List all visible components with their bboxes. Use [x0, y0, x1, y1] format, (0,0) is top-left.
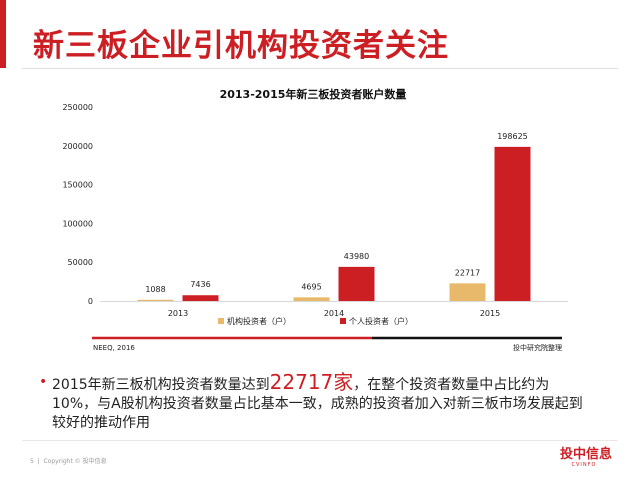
footer-divider — [22, 440, 618, 441]
data-label: 43980 — [344, 252, 369, 261]
data-label: 198625 — [497, 132, 528, 141]
data-label: 22717 — [455, 268, 480, 277]
y-tick-label: 100000 — [62, 219, 93, 228]
bar-institution — [137, 299, 174, 301]
brand-logo: 投中信息 CVINFO — [560, 447, 613, 469]
bar-individual — [338, 266, 375, 301]
brand-logo-en: CVINFO — [571, 462, 597, 468]
y-tick-label: 150000 — [62, 181, 93, 190]
y-tick-label: 50000 — [68, 258, 93, 267]
bar-individual — [182, 295, 219, 301]
bar-institution — [449, 283, 486, 301]
footer-separator: | — [35, 458, 42, 465]
slide-title: 新三板企业引机构投资者关注 — [33, 28, 449, 64]
title-accent-bar — [0, 0, 6, 68]
legend-label: 机构投资者（户） — [227, 316, 291, 326]
bullet-text: • 2015年新三板机构投资者数量达到22717家，在整个投资者数量中占比约为10… — [39, 370, 592, 433]
data-label: 1088 — [145, 285, 165, 294]
data-label: 4695 — [301, 282, 321, 291]
bar-individual — [494, 146, 531, 301]
y-tick-label: 0 — [88, 297, 93, 306]
bar-chart: 2013-2015年新三板投资者账户数量 0 50000 100000 150000 20… — [62, 87, 568, 352]
brand-logo-cn: 投中信息 — [560, 447, 613, 462]
y-tick-label: 200000 — [62, 142, 93, 151]
x-tick-label: 2015 — [480, 309, 500, 318]
bullet-text-pre: 2015年新三板机构投资者数量达到 — [52, 377, 270, 393]
chart-title: 2013-2015年新三板投资者账户数量 — [220, 87, 407, 101]
legend-swatch-individual — [340, 318, 346, 324]
copyright-text: Copyright © 投中信息 — [43, 458, 107, 465]
legend-label: 个人投资者（户） — [349, 316, 413, 326]
bar-institution — [293, 297, 330, 301]
source-left: NEEQ, 2016 — [93, 344, 135, 352]
title-divider — [22, 68, 618, 69]
x-tick-label: 2014 — [324, 309, 344, 318]
y-tick-label: 250000 — [62, 103, 93, 112]
footer: 5 | Copyright © 投中信息 — [30, 456, 107, 465]
x-tick-label: 2013 — [168, 309, 188, 318]
bullet-highlight: 22717家 — [269, 370, 354, 394]
bullet-text-post: ，在整个投资者数量中占比约为10%，与A股机构投资者数量占比基本一致，成熟的投资… — [52, 377, 583, 431]
source-right: 投中研究院整理 — [513, 343, 562, 352]
legend-swatch-institution — [218, 318, 224, 324]
data-label: 7436 — [190, 280, 210, 289]
bullet-dot-icon: • — [39, 374, 48, 390]
page-number: 5 — [30, 458, 34, 465]
